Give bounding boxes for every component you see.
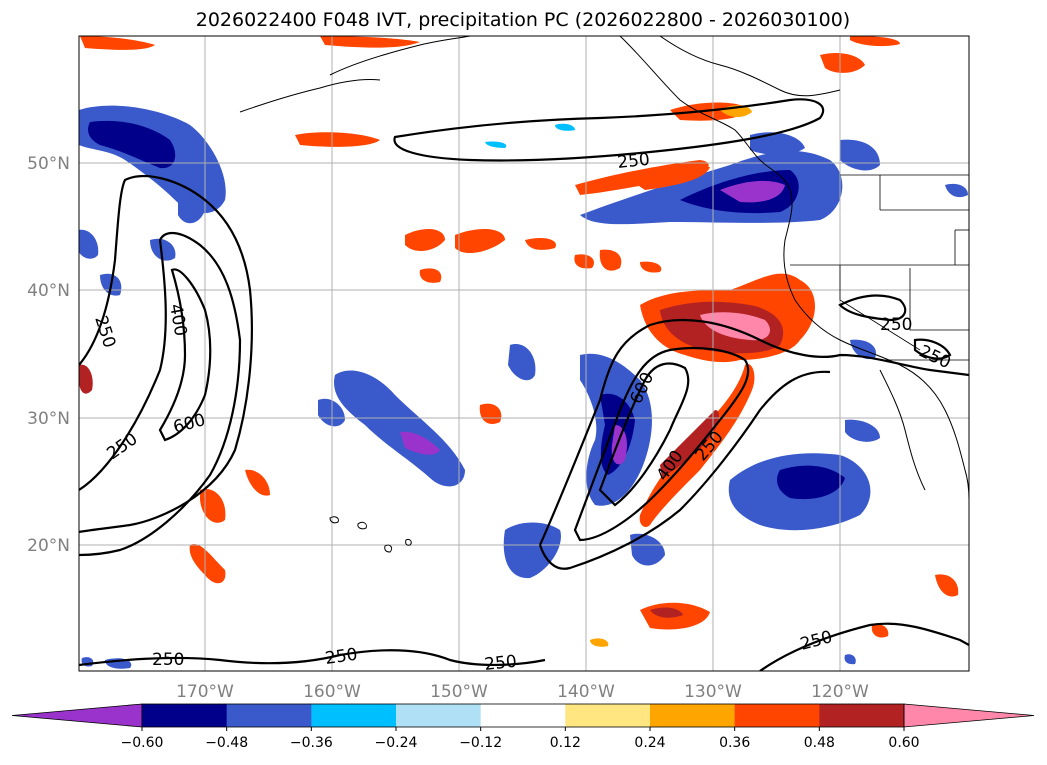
colorbar-tick-label: −0.60 [121, 735, 164, 751]
colorbar-tick-label: 0.60 [888, 735, 919, 751]
contour-label-250: 250 [324, 645, 359, 669]
colorbar-segment [480, 704, 566, 727]
graticule [79, 36, 969, 671]
colorbar-segment [311, 704, 397, 727]
colorbar-tick-label: −0.24 [375, 735, 418, 751]
contour-label-250: 250 [483, 652, 517, 675]
colorbar-tick-label: 0.12 [550, 735, 581, 751]
colorbar-tick-label: 0.24 [634, 735, 665, 751]
colorbar: −0.60 −0.48 −0.36 −0.24 −0.12 0.12 0.24 0.36 0.4… [11, 703, 1035, 751]
colorbar-tick-label: −0.48 [205, 735, 248, 751]
coastlines [239, 36, 969, 553]
map-content: 250 400 600 250 250 600 400 250 250 250 … [79, 36, 969, 675]
colorbar-extend-high [903, 703, 1035, 728]
lon-label: 130°W [684, 682, 742, 702]
figure-title: 2026022400 F048 IVT, precipitation PC (2… [196, 9, 850, 31]
colorbar-segment [819, 704, 905, 727]
colorbar-segment [734, 704, 820, 727]
colorbar-tick-label: −0.36 [290, 735, 333, 751]
political-borders [790, 174, 969, 361]
lat-label: 50°N [27, 154, 70, 174]
lat-label: 30°N [27, 409, 70, 429]
negative-precip-anomaly [79, 105, 968, 669]
colorbar-frame [141, 703, 905, 728]
positive-precip-anomaly [79, 36, 959, 647]
colorbar-segment [142, 704, 228, 727]
lon-label: 170°W [176, 682, 234, 702]
lon-label: 140°W [557, 682, 615, 702]
colorbar-extend-low [11, 703, 143, 728]
lat-label: 40°N [27, 281, 70, 301]
lon-label: 120°W [811, 682, 869, 702]
contour-label-250: 250 [616, 150, 650, 173]
lon-label: 160°W [303, 682, 361, 702]
colorbar-segment [565, 704, 651, 727]
colorbar-segment [226, 704, 312, 727]
colorbar-tick-label: 0.48 [804, 735, 835, 751]
lon-label: 150°W [430, 682, 488, 702]
contour-label-250: 250 [880, 315, 912, 335]
colorbar-segment [396, 704, 482, 727]
latitude-labels: 50°N 40°N 30°N 20°N [27, 154, 70, 556]
ivt-contours [79, 98, 969, 671]
map-border [78, 35, 970, 672]
contour-label-250: 250 [152, 650, 184, 670]
colorbar-tick-label: 0.36 [719, 735, 750, 751]
longitude-labels: 170°W 160°W 150°W 140°W 130°W 120°W [176, 682, 869, 702]
colorbar-segment [650, 704, 736, 727]
lat-label: 20°N [27, 536, 70, 556]
colorbar-tick-label: −0.12 [459, 735, 502, 751]
